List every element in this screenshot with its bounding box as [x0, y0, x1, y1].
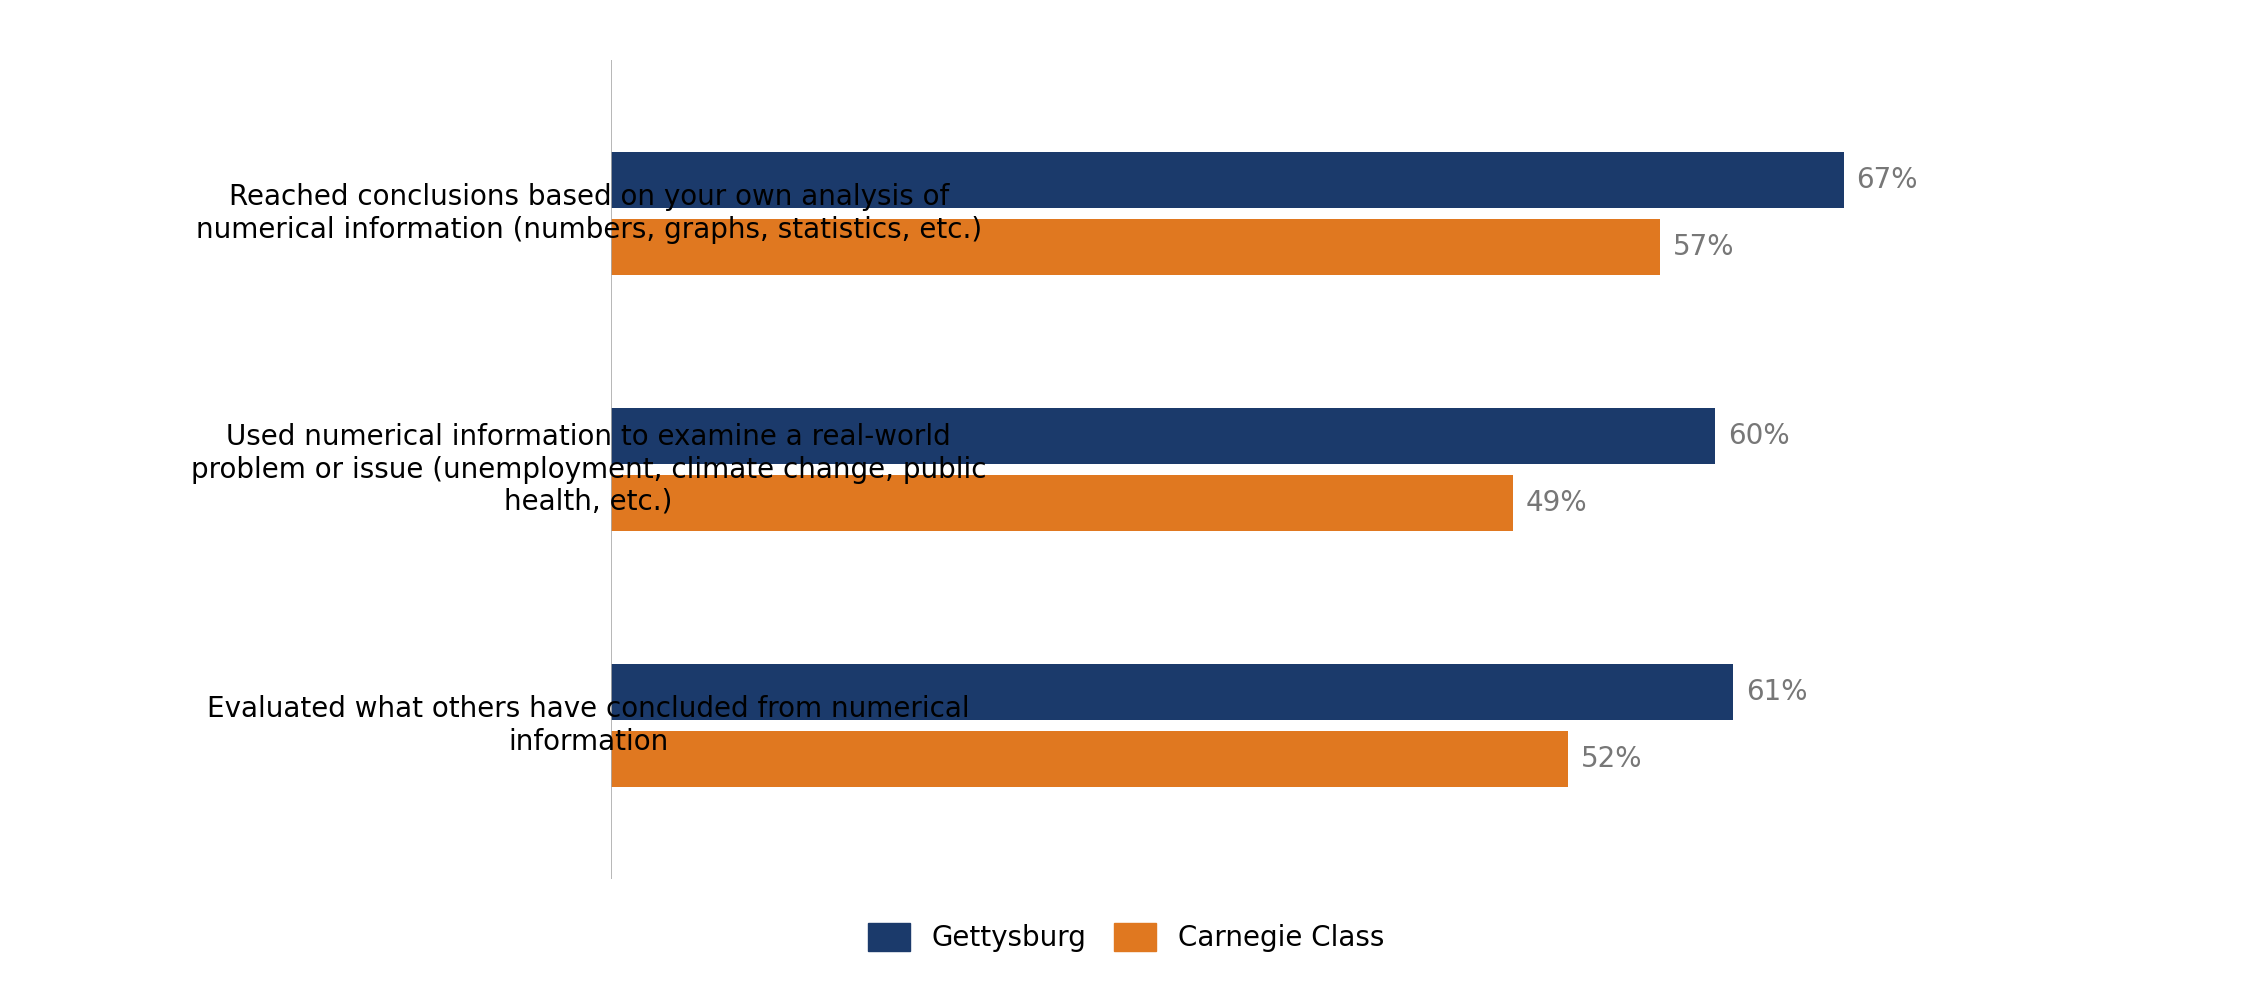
Text: 61%: 61%: [1746, 678, 1807, 706]
Text: 67%: 67%: [1856, 166, 1918, 194]
Text: Evaluated what others have concluded from numerical
information: Evaluated what others have concluded fro…: [208, 695, 969, 755]
Bar: [611, 409, 1716, 465]
Text: 57%: 57%: [1673, 233, 1734, 261]
Bar: [611, 219, 1660, 275]
Bar: [611, 730, 1569, 787]
Bar: [611, 152, 1843, 209]
Bar: [611, 475, 1512, 531]
Text: 60%: 60%: [1727, 423, 1789, 451]
Legend: Gettysburg, Carnegie Class: Gettysburg, Carnegie Class: [856, 912, 1397, 963]
Text: Reached conclusions based on your own analysis of
numerical information (numbers: Reached conclusions based on your own an…: [195, 184, 983, 244]
Text: 49%: 49%: [1526, 489, 1587, 516]
Bar: [611, 664, 1734, 720]
Text: 52%: 52%: [1580, 745, 1641, 773]
Text: Used numerical information to examine a real-world
problem or issue (unemploymen: Used numerical information to examine a …: [190, 424, 987, 515]
